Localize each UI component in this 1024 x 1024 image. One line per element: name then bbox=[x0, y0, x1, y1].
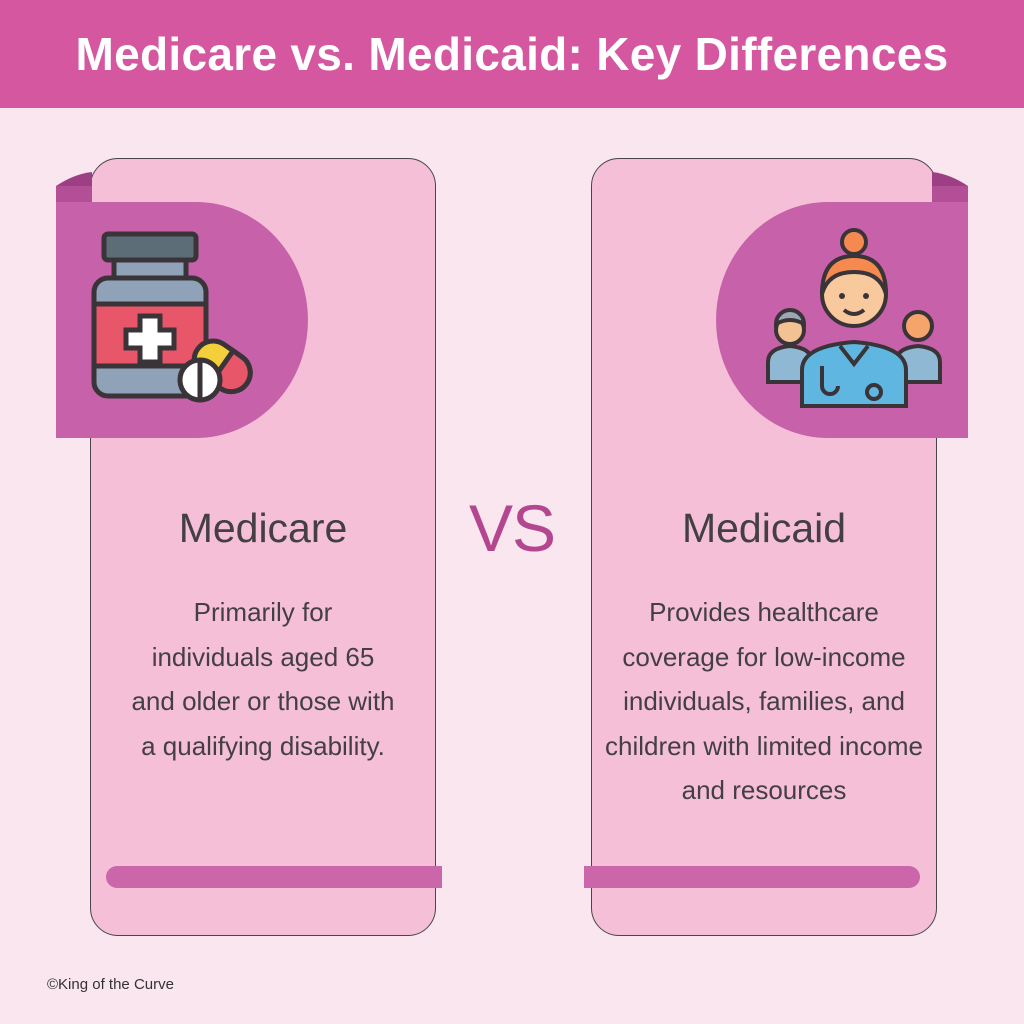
medicare-accent-bar bbox=[106, 866, 442, 888]
medical-staff-icon bbox=[762, 228, 946, 412]
medicine-bottle-icon bbox=[88, 228, 264, 408]
vs-label: VS bbox=[468, 491, 556, 565]
copyright-credit: ©King of the Curve bbox=[47, 976, 174, 993]
medicare-description: Primarily for individuals aged 65 and ol… bbox=[131, 597, 395, 761]
medicaid-description: Provides healthcare coverage for low-inc… bbox=[605, 597, 923, 805]
header-banner: Medicare vs. Medicaid: Key Differences bbox=[0, 0, 1024, 108]
page-title: Medicare vs. Medicaid: Key Differences bbox=[75, 28, 949, 80]
medicare-title: Medicare bbox=[178, 505, 348, 551]
medicaid-accent-bar bbox=[584, 866, 920, 888]
medicaid-title: Medicaid bbox=[681, 505, 847, 551]
